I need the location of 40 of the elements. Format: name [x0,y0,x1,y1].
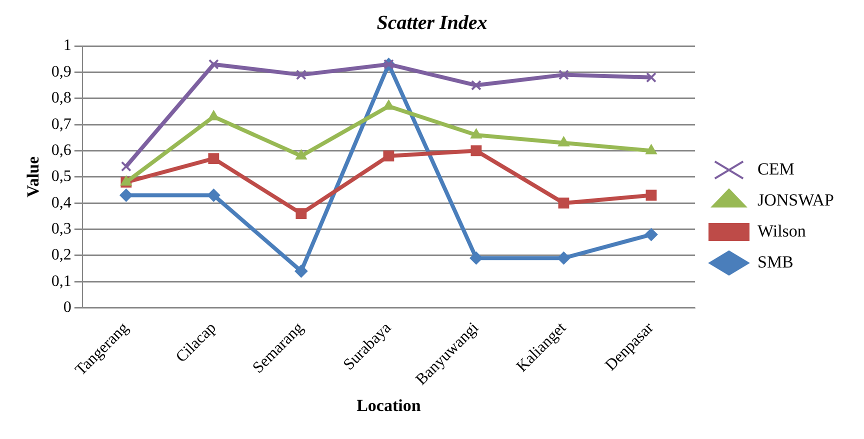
point [383,150,394,162]
y-tick-label: 1 [63,37,72,54]
point [646,144,657,154]
y-tick-label: 0,3 [51,220,72,238]
point [208,153,220,164]
y-tick-label: 0,2 [51,246,72,264]
point [120,188,133,202]
x-axis-title: Location [356,396,422,416]
y-tick-label: 0 [63,299,72,316]
point [557,252,570,265]
chart-title: Scatter Index [376,12,488,34]
point [558,70,569,80]
point [296,208,307,220]
point [558,198,570,209]
point [646,190,657,201]
point [470,145,482,156]
legend-label: CEM [757,159,794,178]
point [294,264,308,278]
point [644,228,658,242]
point [295,149,307,160]
point [296,70,306,80]
y-tick-label: 0,9 [51,63,72,80]
point [470,80,482,91]
point [558,136,570,146]
y-tick-label: 0,7 [51,116,72,133]
y-axis-title: Value [24,156,43,198]
point [120,161,132,172]
y-tick-label: 0,5 [51,168,72,186]
point [646,72,656,83]
point [207,188,220,202]
point [470,128,482,139]
legend-label: Wilson [757,221,806,240]
y-tick-label: 0,6 [51,142,72,159]
y-tick-label: 0,4 [51,194,72,212]
legend-label: SMB [757,252,794,272]
y-tick-label: 0,8 [51,90,72,107]
point [208,59,219,70]
legend-label: JONSWAP [757,190,834,210]
y-tick-label: 0,1 [51,272,72,290]
point [470,252,483,265]
